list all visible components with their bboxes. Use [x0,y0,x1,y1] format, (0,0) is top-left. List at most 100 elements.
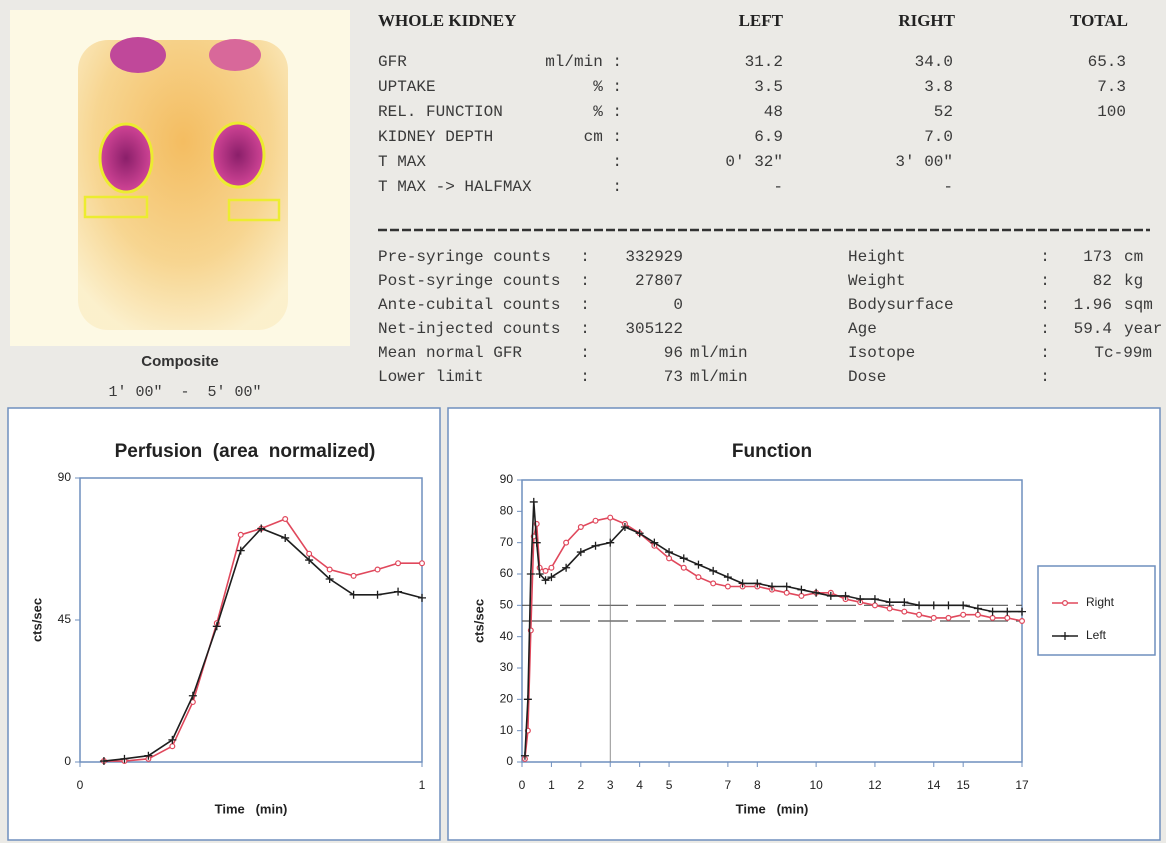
y-tick-label: 0 [506,754,513,768]
y-axis-label: cts/sec [471,599,486,643]
table-cell: 3' 00" [895,153,953,171]
marker [667,556,672,561]
x-tick-label: 2 [577,778,584,792]
table-cell: % : [593,103,622,121]
count-field: : [580,320,590,338]
marker [543,568,548,573]
count-field: : [580,296,590,314]
patient-field: : [1040,368,1050,386]
marker [327,567,332,572]
table-cell: % : [593,78,622,96]
count-field: : [580,248,590,266]
y-tick-label: 80 [500,504,514,518]
x-tick-label: 10 [809,778,823,792]
chart-title: Function [732,441,812,462]
marker [396,561,401,566]
marker [283,517,288,522]
patient-field: : [1040,248,1050,266]
table-header: TOTAL [1070,11,1128,30]
table-cell: 65.3 [1088,53,1126,71]
y-tick-label: 30 [500,660,514,674]
count-field: : [580,368,590,386]
table-cell: 52 [934,103,953,121]
patient-field: Isotope [848,344,915,362]
patient-field: : [1040,296,1050,314]
count-field: Pre-syringe counts [378,248,551,266]
marker [887,606,892,611]
patient-field: 59.4 [1074,320,1112,338]
x-tick-label: 0 [519,778,526,792]
patient-field: 1.96 [1074,296,1112,314]
count-field: Ante-cubital counts [378,296,560,314]
marker [593,518,598,523]
marker [238,532,243,537]
marker [975,612,980,617]
image-caption: Composite [141,353,219,370]
count-field: ml/min [690,344,748,362]
patient-field: year [1124,320,1162,338]
marker [375,567,380,572]
patient-field: Height [848,248,906,266]
marker [990,615,995,620]
marker [608,515,613,520]
patient-field: Dose [848,368,886,386]
patient-field: 82 [1093,272,1112,290]
y-tick-label: 90 [58,470,72,484]
count-field: : [580,272,590,290]
x-tick-label: 17 [1015,778,1029,792]
x-tick-label: 0 [77,778,84,792]
x-axis-label: Time (min) [736,801,809,816]
marker [725,584,730,589]
count-field: 332929 [625,248,683,266]
x-tick-label: 12 [868,778,882,792]
marker [549,565,554,570]
patient-field: kg [1124,272,1143,290]
x-tick-label: 15 [956,778,970,792]
count-field: Lower limit [378,368,484,386]
table-cell: 34.0 [915,53,953,71]
table-header: RIGHT [898,11,955,30]
y-tick-label: 60 [500,566,514,580]
scan-image [10,10,350,346]
count-field: Post-syringe counts [378,272,560,290]
count-field: Net-injected counts [378,320,560,338]
table-cell: ml/min : [545,53,622,71]
y-tick-label: 45 [58,612,72,626]
x-tick-label: 1 [419,778,426,792]
patient-field: : [1040,320,1050,338]
marker [351,573,356,578]
table-cell: T MAX -> HALFMAX [378,178,532,196]
patient-field: : [1040,344,1050,362]
marker [946,615,951,620]
patient-field: 173 [1083,248,1112,266]
plot-area [80,478,422,762]
image-time-range: 1' 00" - 5' 00" [108,384,261,401]
patient-field: Weight [848,272,906,290]
table-header: LEFT [739,11,784,30]
patient-field: : [1040,272,1050,290]
count-field: ml/min [690,368,748,386]
marker [1020,619,1025,624]
table-cell: GFR [378,53,407,71]
y-tick-label: 50 [500,598,514,612]
marker [799,594,804,599]
table-cell: 0' 32" [725,153,783,171]
table-cell: UPTAKE [378,78,436,96]
y-tick-label: 10 [500,723,514,737]
legend-label: Left [1086,628,1107,642]
y-tick-label: 90 [500,472,514,486]
marker [1063,601,1068,606]
marker [931,615,936,620]
y-tick-label: 70 [500,535,514,549]
marker [420,561,425,566]
count-field: Mean normal GFR [378,344,522,362]
table-cell: cm : [584,128,622,146]
marker [961,612,966,617]
marker [902,609,907,614]
count-field: 0 [673,296,683,314]
table-cell: 3.5 [754,78,783,96]
x-tick-label: 8 [754,778,761,792]
y-tick-label: 40 [500,629,514,643]
legend-label: Right [1086,595,1115,609]
marker [170,744,175,749]
